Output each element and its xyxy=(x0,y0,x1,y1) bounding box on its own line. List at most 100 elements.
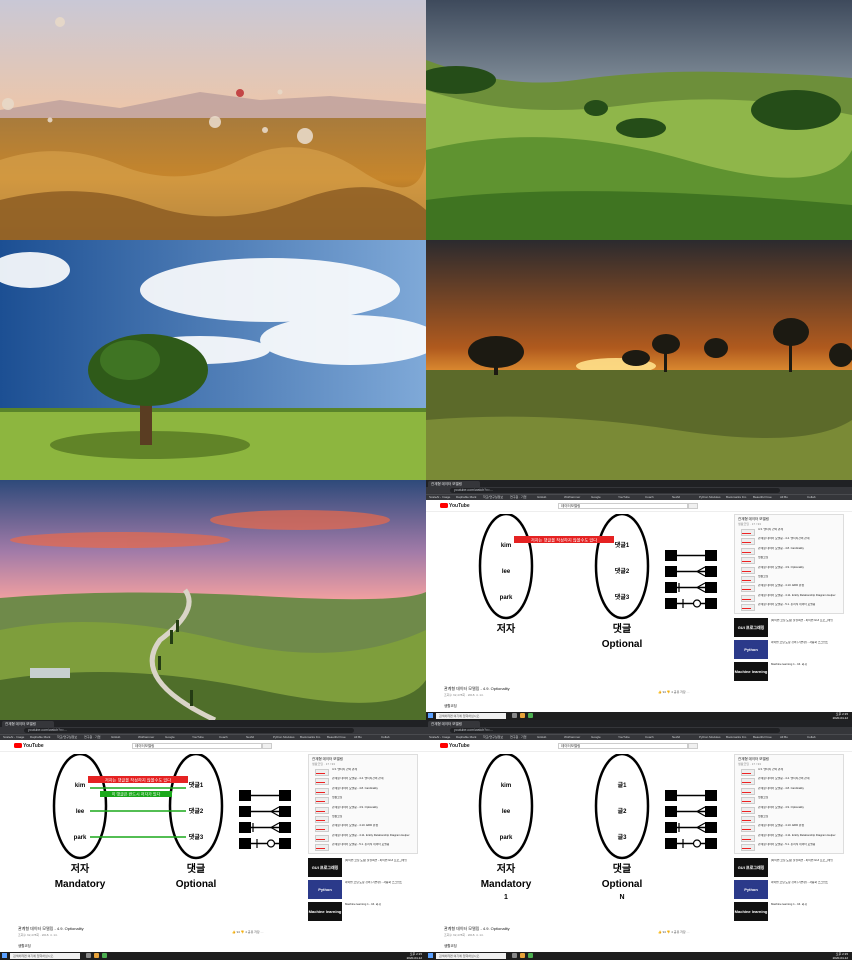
playlist-item[interactable]: 관계형 데이터 모델링 - 4.11. Entity Relationship … xyxy=(737,594,841,603)
playlist-item[interactable]: 관계형 데이터 모델링 - 4.8. Cardinality xyxy=(311,787,415,796)
youtube-logo[interactable]: YouTube xyxy=(14,743,44,749)
playlist-item[interactable]: 생활코딩 xyxy=(737,796,841,805)
bookmark-item[interactable]: NetAll xyxy=(672,735,681,739)
chrome-icon[interactable] xyxy=(102,953,107,958)
task-view-icon[interactable] xyxy=(512,713,517,718)
playlist-item[interactable]: 관계형 데이터 모델링 - 4.4. 엔티티간의 관계 xyxy=(737,777,841,786)
channel-name[interactable]: 생활코딩 xyxy=(18,944,31,948)
windows-start-icon[interactable] xyxy=(428,713,433,718)
playlist-item[interactable]: 관계형 데이터 모델링 - 5.1. 논리적 데이터 모델링 xyxy=(311,843,415,852)
task-view-icon[interactable] xyxy=(86,953,91,958)
recommended-video[interactable]: GUI 프로그래밍 [파이썬 코딩 도장] 풀컬렉션 - 파이썬 GUI 프로그래… xyxy=(734,858,844,878)
bookmark-item[interactable]: Beautiful Free xyxy=(753,495,772,499)
bookmark-item[interactable]: Bookmarks Fro xyxy=(726,495,747,499)
playlist-item[interactable]: 4.3. 엔티티 간의 관계 xyxy=(311,768,415,777)
channel-name[interactable]: 생활코딩 xyxy=(444,704,457,708)
bookmark-item[interactable]: Bookmarks Fro xyxy=(300,735,321,739)
bookmark-item[interactable]: ScaleAI - Image xyxy=(429,495,451,499)
recommended-video[interactable]: Machine learning Machine learning 1 - 16.… xyxy=(308,902,418,922)
bookmark-item[interactable]: Daphable Mark xyxy=(456,735,477,739)
bookmark-item[interactable]: GitHub xyxy=(537,495,547,499)
bookmark-item[interactable]: Wolframmer xyxy=(564,735,581,739)
bookmark-item[interactable]: GitHub xyxy=(537,735,547,739)
file-explorer-icon[interactable] xyxy=(520,713,525,718)
video-actions[interactable]: 👍 94 👎 4 공유 저장 ··· xyxy=(232,930,264,934)
recommended-video[interactable]: Python 파이썬 코딩 도장 강의 (기본편) - 자동화 스크립트 xyxy=(734,640,844,660)
playlist-item[interactable]: 관계형 데이터 모델링 - 4.9. Optionality xyxy=(737,806,841,815)
bookmark-item[interactable]: NetAll xyxy=(246,735,255,739)
search-button[interactable] xyxy=(688,743,698,749)
bookmark-item[interactable]: ScaleAI - Image xyxy=(3,735,25,739)
playlist-item[interactable]: 관계형 데이터 모델링 - 5.1. 논리적 데이터 모델링 xyxy=(737,843,841,852)
recommended-video[interactable]: Python 파이썬 코딩 도장 강의 (기본편) - 자동화 스크립트 xyxy=(734,880,844,900)
bookmark-item[interactable]: All Bo xyxy=(354,735,362,739)
playlist-item[interactable]: 관계형 데이터 모델링 - 5.1. 논리적 데이터 모델링 xyxy=(737,603,841,612)
bookmark-item[interactable]: Beautiful Free xyxy=(753,735,772,739)
search-button[interactable] xyxy=(262,743,272,749)
bookmark-item[interactable]: 학교/연구실정보 xyxy=(483,735,504,739)
recommended-video[interactable]: GUI 프로그래밍 [파이썬 코딩 도장] 풀컬렉션 - 파이썬 GUI 프로그래… xyxy=(308,858,418,878)
address-bar[interactable]: youtube.com/watch?v=... xyxy=(450,488,780,493)
playlist-item[interactable]: 관계형 데이터 모델링 - 4.8. Cardinality xyxy=(737,787,841,796)
playlist-item[interactable]: 관계형 데이터 모델링 - 4.9. Optionality xyxy=(311,806,415,815)
search-input[interactable]: 데이터모델링 xyxy=(558,503,688,509)
playlist-item[interactable]: 4.3. 엔티티 간의 관계 xyxy=(737,528,841,537)
bookmark-item[interactable]: 연구원 · 기업 xyxy=(510,735,527,739)
bookmark-item[interactable]: 학교/연구실정보 xyxy=(57,735,78,739)
bookmark-item[interactable]: Wolframmer xyxy=(138,735,155,739)
playlist-item[interactable]: 관계형 데이터 모델링 - 4.8. Cardinality xyxy=(737,547,841,556)
bookmark-item[interactable]: Google xyxy=(591,495,601,499)
taskbar-search-input[interactable]: 검색하려면 여기에 입력하십시오. xyxy=(436,953,506,959)
bookmark-item[interactable]: YouTube xyxy=(618,495,630,499)
bookmark-item[interactable]: Python Modules xyxy=(273,735,295,739)
playlist-item[interactable]: 생활코딩 xyxy=(737,556,841,565)
bookmark-item[interactable]: Daphable Mark xyxy=(30,735,51,739)
bookmark-item[interactable]: YouTube xyxy=(618,735,630,739)
bookmark-item[interactable]: Daphable Mark xyxy=(456,495,477,499)
taskbar-search-input[interactable]: 검색하려면 여기에 입력하십시오. xyxy=(436,713,506,719)
playlist-item[interactable]: 관계형 데이터 모델링 - 4.4. 엔티티간의 관계 xyxy=(737,537,841,546)
bookmark-item[interactable]: Google xyxy=(591,735,601,739)
address-bar[interactable]: youtube.com/watch?v=... xyxy=(450,728,780,733)
browser-tab[interactable]: 관계형 데이터 모델링 xyxy=(2,721,54,727)
playlist-item[interactable]: 관계형 데이터 모델링 - 4.10. ERD 완성 xyxy=(737,584,841,593)
bookmark-item[interactable]: Collab xyxy=(381,735,390,739)
playlist-item[interactable]: 생활코딩 xyxy=(311,796,415,805)
video-player[interactable]: 저자는 댓글을 작성하지 않을수도 있다 kim lee park 댓글1 댓글… xyxy=(440,512,725,684)
playlist-item[interactable]: 관계형 데이터 모델링 - 4.4. 엔티티간의 관계 xyxy=(311,777,415,786)
bookmark-item[interactable]: Beautiful Free xyxy=(327,735,346,739)
bookmark-item[interactable]: 연구원 · 기업 xyxy=(84,735,101,739)
bookmark-item[interactable]: Wolframmer xyxy=(564,495,581,499)
video-actions[interactable]: 👍 94 👎 4 공유 저장 ··· xyxy=(658,690,690,694)
youtube-logo[interactable]: YouTube xyxy=(440,743,470,749)
search-input[interactable]: 데이터모델링 xyxy=(132,743,262,749)
bookmark-item[interactable]: 연구원 · 기업 xyxy=(510,495,527,499)
playlist-item[interactable]: 4.3. 엔티티 간의 관계 xyxy=(737,768,841,777)
windows-start-icon[interactable] xyxy=(2,953,7,958)
bookmark-item[interactable]: Collab xyxy=(807,735,816,739)
bookmark-item[interactable]: Coach xyxy=(645,735,654,739)
bookmark-item[interactable]: Coach xyxy=(645,495,654,499)
file-explorer-icon[interactable] xyxy=(520,953,525,958)
bookmark-item[interactable]: GitHub xyxy=(111,735,121,739)
recommended-video[interactable]: Machine learning Machine learning 1 - 16.… xyxy=(734,662,844,682)
youtube-logo[interactable]: YouTube xyxy=(440,503,470,509)
windows-start-icon[interactable] xyxy=(428,953,433,958)
recommended-video[interactable]: Python 파이썬 코딩 도장 강의 (기본편) - 자동화 스크립트 xyxy=(308,880,418,900)
channel-name[interactable]: 생활코딩 xyxy=(444,944,457,948)
taskbar-search-input[interactable]: 검색하려면 여기에 입력하십시오. xyxy=(10,953,80,959)
chrome-icon[interactable] xyxy=(528,953,533,958)
bookmark-item[interactable]: Python Modules xyxy=(699,495,721,499)
bookmark-item[interactable]: Google xyxy=(165,735,175,739)
playlist-item[interactable]: 관계형 데이터 모델링 - 4.11. Entity Relationship … xyxy=(737,834,841,843)
bookmark-item[interactable]: All Bo xyxy=(780,735,788,739)
video-actions[interactable]: 👍 94 👎 4 공유 저장 ··· xyxy=(658,930,690,934)
video-player[interactable]: kim lee park 글1 글2 글3 저자 Mandatory 1 댓글 … xyxy=(440,752,725,924)
playlist-item[interactable]: 관계형 데이터 모델링 - 4.10. ERD 완성 xyxy=(737,824,841,833)
search-button[interactable] xyxy=(688,503,698,509)
recommended-video[interactable]: Machine learning Machine learning 1 - 16.… xyxy=(734,902,844,922)
search-input[interactable]: 데이터모델링 xyxy=(558,743,688,749)
bookmark-item[interactable]: YouTube xyxy=(192,735,204,739)
recommended-video[interactable]: GUI 프로그래밍 [파이썬 코딩 도장] 풀컬렉션 - 파이썬 GUI 프로그래… xyxy=(734,618,844,638)
bookmark-item[interactable]: Coach xyxy=(219,735,228,739)
